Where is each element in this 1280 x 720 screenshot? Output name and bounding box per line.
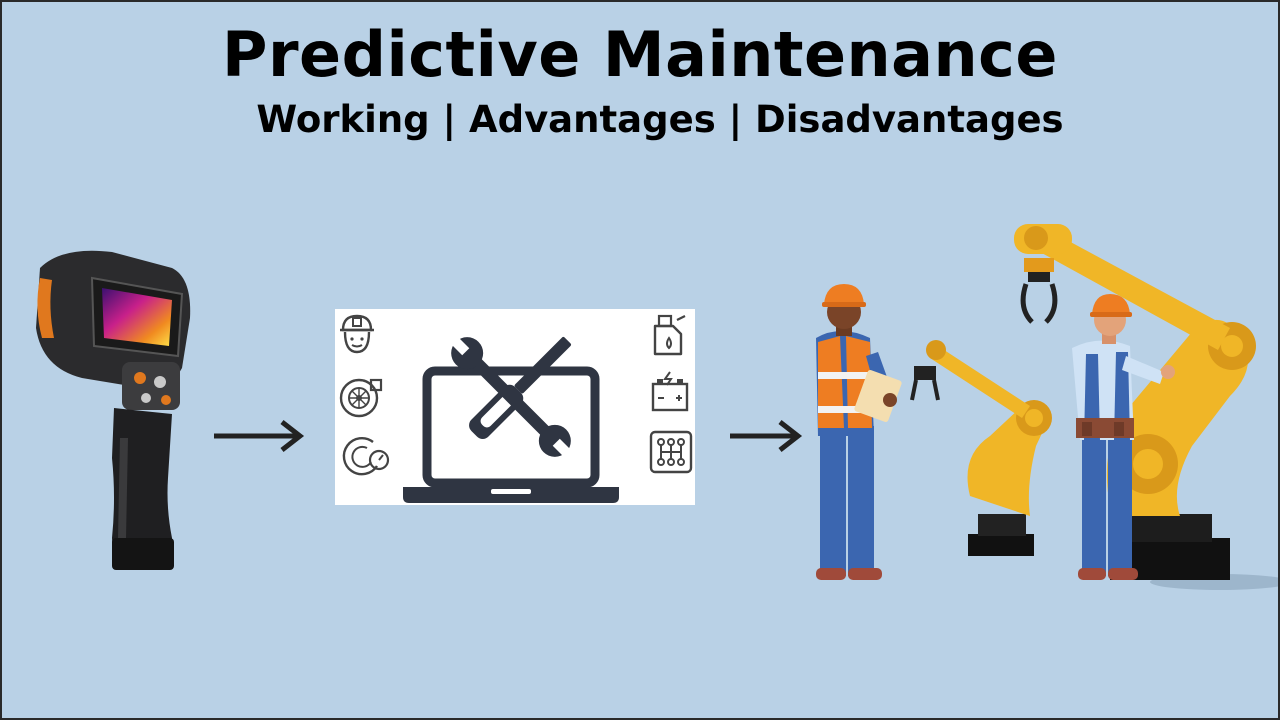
worker-with-clipboard: [816, 284, 902, 580]
right-arrow-icon: [214, 420, 305, 452]
large-robot-arm: [1014, 224, 1256, 580]
worker-adjusting-robot: [1072, 294, 1175, 580]
battery-icon: [651, 371, 689, 412]
page-title: Predictive Maintenance: [222, 18, 1058, 91]
diagnostics-panel: [335, 309, 695, 505]
gauge-icon: [342, 437, 390, 476]
turbine-icon: [339, 378, 383, 418]
page-subtitle: Working | Advantages | Disadvantages: [256, 98, 1064, 141]
small-robot-arm: [910, 340, 1052, 556]
gear-shift-icon: [649, 430, 693, 474]
oil-can-icon: [653, 314, 686, 356]
right-arrow-icon: [730, 420, 803, 452]
laptop-tools-icon: [403, 335, 619, 503]
worker-face-icon: [340, 314, 374, 354]
thermal-imaging-camera-icon: [36, 250, 191, 570]
workers-robotic-arms-icon: [816, 224, 1278, 590]
